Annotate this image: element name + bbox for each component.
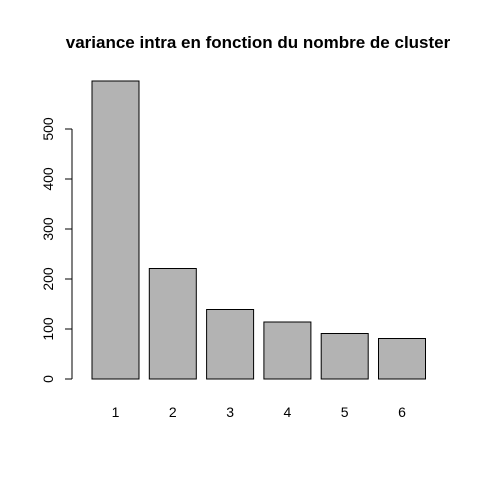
chart-title: variance intra en fonction du nombre de … <box>66 33 451 52</box>
bar-1 <box>91 80 140 380</box>
y-tick-label-400: 400 <box>40 167 56 191</box>
y-tick-label-100: 100 <box>40 317 56 341</box>
bar-5 <box>320 333 369 380</box>
y-tick-label-200: 200 <box>40 267 56 291</box>
y-tick-label-500: 500 <box>40 117 56 141</box>
x-tick-label-1: 1 <box>112 404 120 420</box>
y-tick-label-300: 300 <box>40 217 56 241</box>
bars-group <box>91 80 426 380</box>
x-tick-label-5: 5 <box>341 404 349 420</box>
y-axis: 0 100 200 300 400 500 <box>40 117 73 383</box>
x-tick-label-2: 2 <box>169 404 177 420</box>
bar-4 <box>263 321 312 380</box>
bar-3 <box>206 309 255 380</box>
x-tick-label-4: 4 <box>284 404 292 420</box>
x-tick-labels: 1 2 3 4 5 6 <box>112 404 407 420</box>
x-tick-label-3: 3 <box>226 404 234 420</box>
y-tick-label-0: 0 <box>40 375 56 383</box>
bar-2 <box>148 268 197 380</box>
bar-6 <box>378 338 426 380</box>
x-tick-label-6: 6 <box>398 404 406 420</box>
